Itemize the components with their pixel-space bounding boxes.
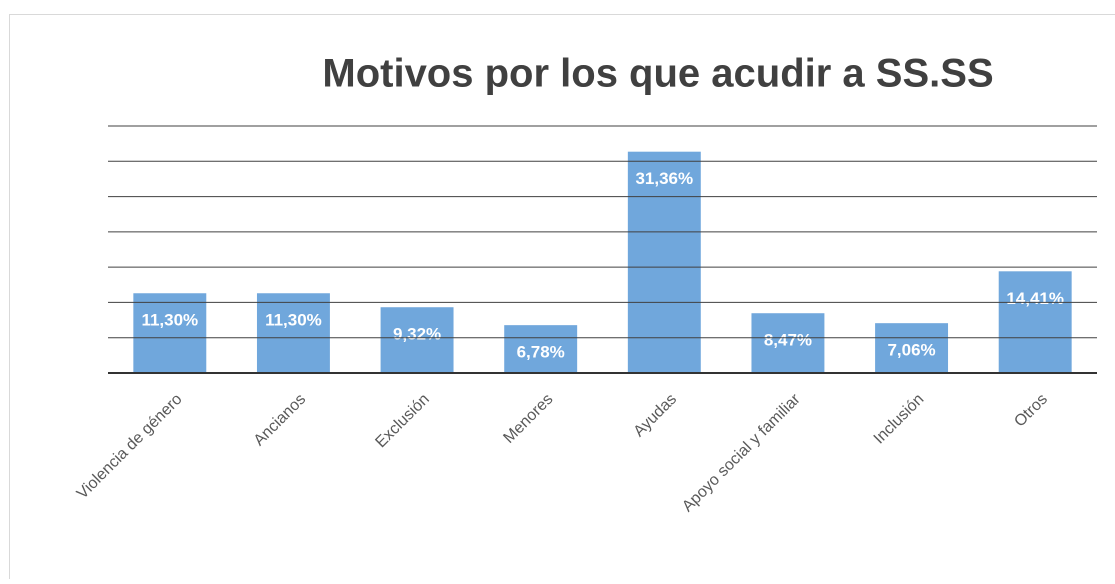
data-label: 31,36% [635,169,693,188]
data-label: 7,06% [887,341,935,360]
bar [257,293,330,373]
data-label: 9,32% [393,325,441,344]
bar [999,271,1072,373]
chart-title: Motivos por los que acudir a SS.SS [322,52,993,96]
data-label: 11,30% [141,311,198,330]
data-label: 8,47% [764,331,812,350]
data-label: 14,41% [1006,289,1064,308]
data-label: 11,30% [265,311,322,330]
data-label: 6,78% [517,343,565,362]
bar [133,293,206,373]
